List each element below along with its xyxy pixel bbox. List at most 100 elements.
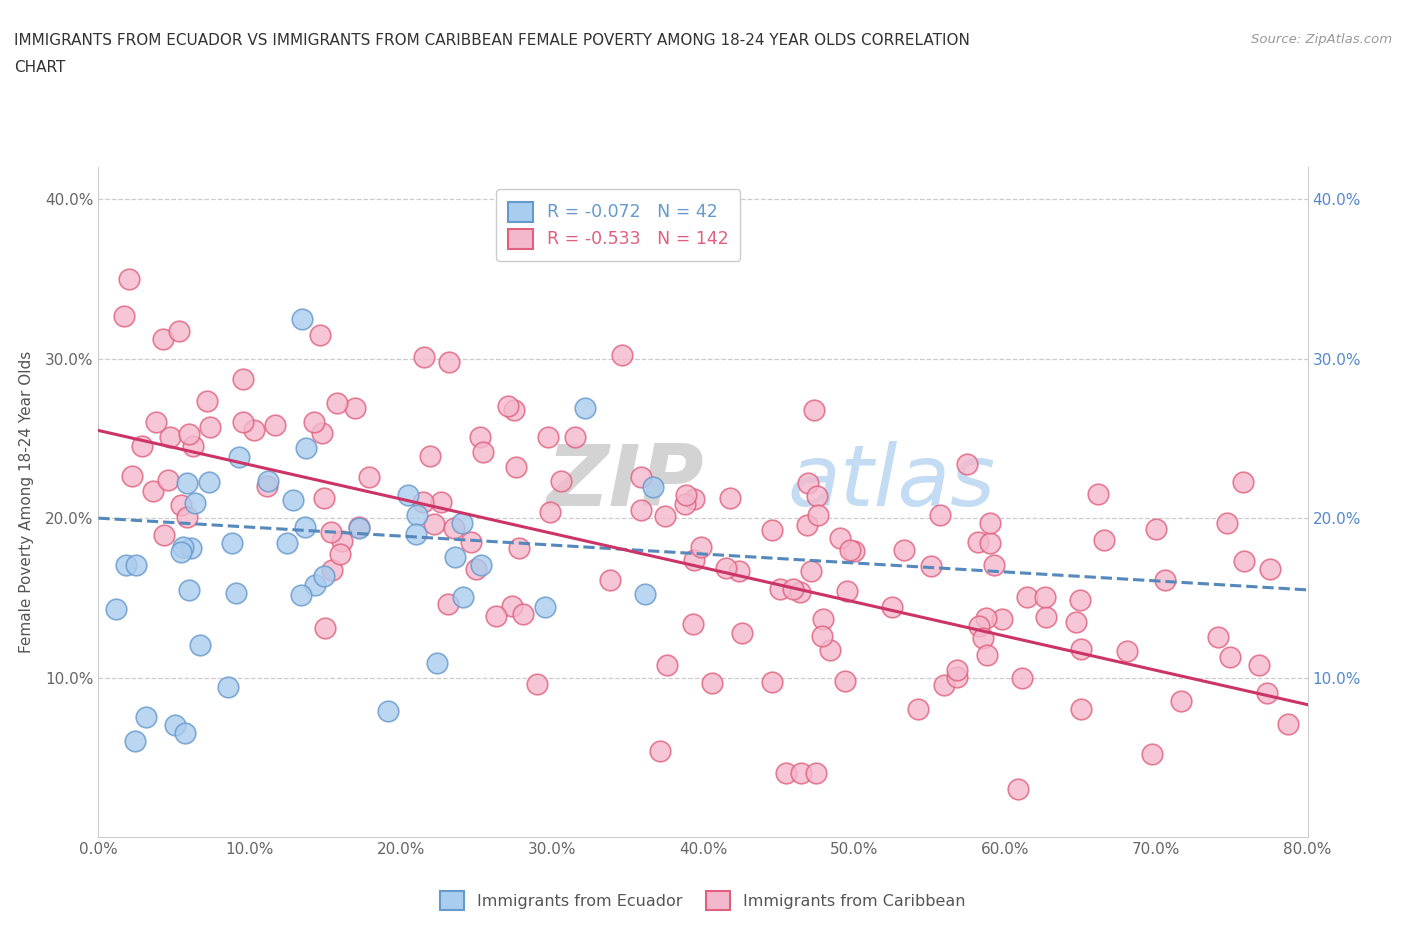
Point: [731, 625, 754, 640]
Point: [835, 584, 858, 599]
Point: [1087, 486, 1109, 501]
Point: [657, 658, 679, 673]
Point: [437, 597, 460, 612]
Point: [1233, 553, 1256, 568]
Point: [291, 312, 314, 326]
Point: [437, 354, 460, 369]
Point: [105, 601, 128, 616]
Point: [538, 505, 561, 520]
Point: [537, 430, 560, 445]
Y-axis label: Female Poverty Among 18-24 Year Olds: Female Poverty Among 18-24 Year Olds: [18, 352, 34, 654]
Point: [882, 600, 904, 615]
Point: [114, 558, 136, 573]
Point: [526, 677, 548, 692]
Text: IMMIGRANTS FROM ECUADOR VS IMMIGRANTS FROM CARIBBEAN FEMALE POVERTY AMONG 18-24 : IMMIGRANTS FROM ECUADOR VS IMMIGRANTS FR…: [14, 33, 970, 47]
Point: [907, 701, 929, 716]
Point: [932, 678, 955, 693]
Point: [564, 430, 586, 445]
Point: [1170, 693, 1192, 708]
Point: [159, 430, 181, 445]
Point: [501, 599, 523, 614]
Point: [800, 564, 823, 578]
Point: [188, 637, 211, 652]
Point: [1142, 747, 1164, 762]
Point: [422, 517, 444, 532]
Point: [1154, 573, 1177, 588]
Point: [221, 536, 243, 551]
Point: [630, 470, 652, 485]
Point: [198, 419, 221, 434]
Point: [599, 573, 621, 588]
Point: [321, 563, 343, 578]
Point: [761, 674, 783, 689]
Point: [769, 581, 792, 596]
Point: [412, 495, 434, 510]
Point: [1007, 781, 1029, 796]
Point: [1069, 592, 1091, 607]
Point: [174, 726, 197, 741]
Point: [550, 473, 572, 488]
Point: [1070, 642, 1092, 657]
Point: [124, 734, 146, 749]
Point: [118, 272, 141, 286]
Point: [990, 612, 1012, 627]
Point: [1258, 562, 1281, 577]
Point: [314, 491, 336, 506]
Point: [811, 612, 834, 627]
Point: [243, 422, 266, 437]
Point: [976, 610, 998, 625]
Point: [304, 578, 326, 592]
Point: [682, 617, 704, 631]
Point: [444, 550, 467, 565]
Point: [256, 479, 278, 494]
Point: [177, 583, 200, 598]
Point: [718, 491, 741, 506]
Point: [176, 475, 198, 490]
Point: [451, 590, 474, 604]
Point: [929, 508, 952, 523]
Point: [789, 585, 811, 600]
Point: [838, 542, 860, 557]
Point: [673, 497, 696, 512]
Point: [332, 534, 354, 549]
Point: [654, 509, 676, 524]
Point: [1216, 516, 1239, 531]
Point: [634, 587, 657, 602]
Point: [496, 398, 519, 413]
Point: [956, 457, 979, 472]
Point: [152, 331, 174, 346]
Point: [470, 557, 492, 572]
Point: [429, 494, 451, 509]
Point: [920, 558, 942, 573]
Point: [796, 475, 818, 490]
Point: [145, 415, 167, 430]
Point: [176, 510, 198, 525]
Legend: Immigrants from Ecuador, Immigrants from Caribbean: Immigrants from Ecuador, Immigrants from…: [434, 884, 972, 916]
Point: [443, 521, 465, 536]
Point: [426, 656, 449, 671]
Point: [294, 520, 316, 535]
Point: [761, 523, 783, 538]
Point: [377, 704, 399, 719]
Point: [135, 710, 157, 724]
Point: [716, 561, 738, 576]
Point: [842, 543, 865, 558]
Point: [1219, 649, 1241, 664]
Point: [1015, 590, 1038, 604]
Point: [612, 348, 634, 363]
Point: [1064, 615, 1087, 630]
Point: [460, 535, 482, 550]
Point: [232, 415, 254, 430]
Point: [264, 418, 287, 432]
Point: [796, 518, 818, 533]
Point: [893, 543, 915, 558]
Point: [775, 765, 797, 780]
Point: [946, 670, 969, 684]
Point: [803, 403, 825, 418]
Point: [314, 620, 336, 635]
Point: [1070, 701, 1092, 716]
Text: CHART: CHART: [14, 60, 66, 75]
Point: [1277, 717, 1299, 732]
Point: [290, 588, 312, 603]
Point: [419, 449, 441, 464]
